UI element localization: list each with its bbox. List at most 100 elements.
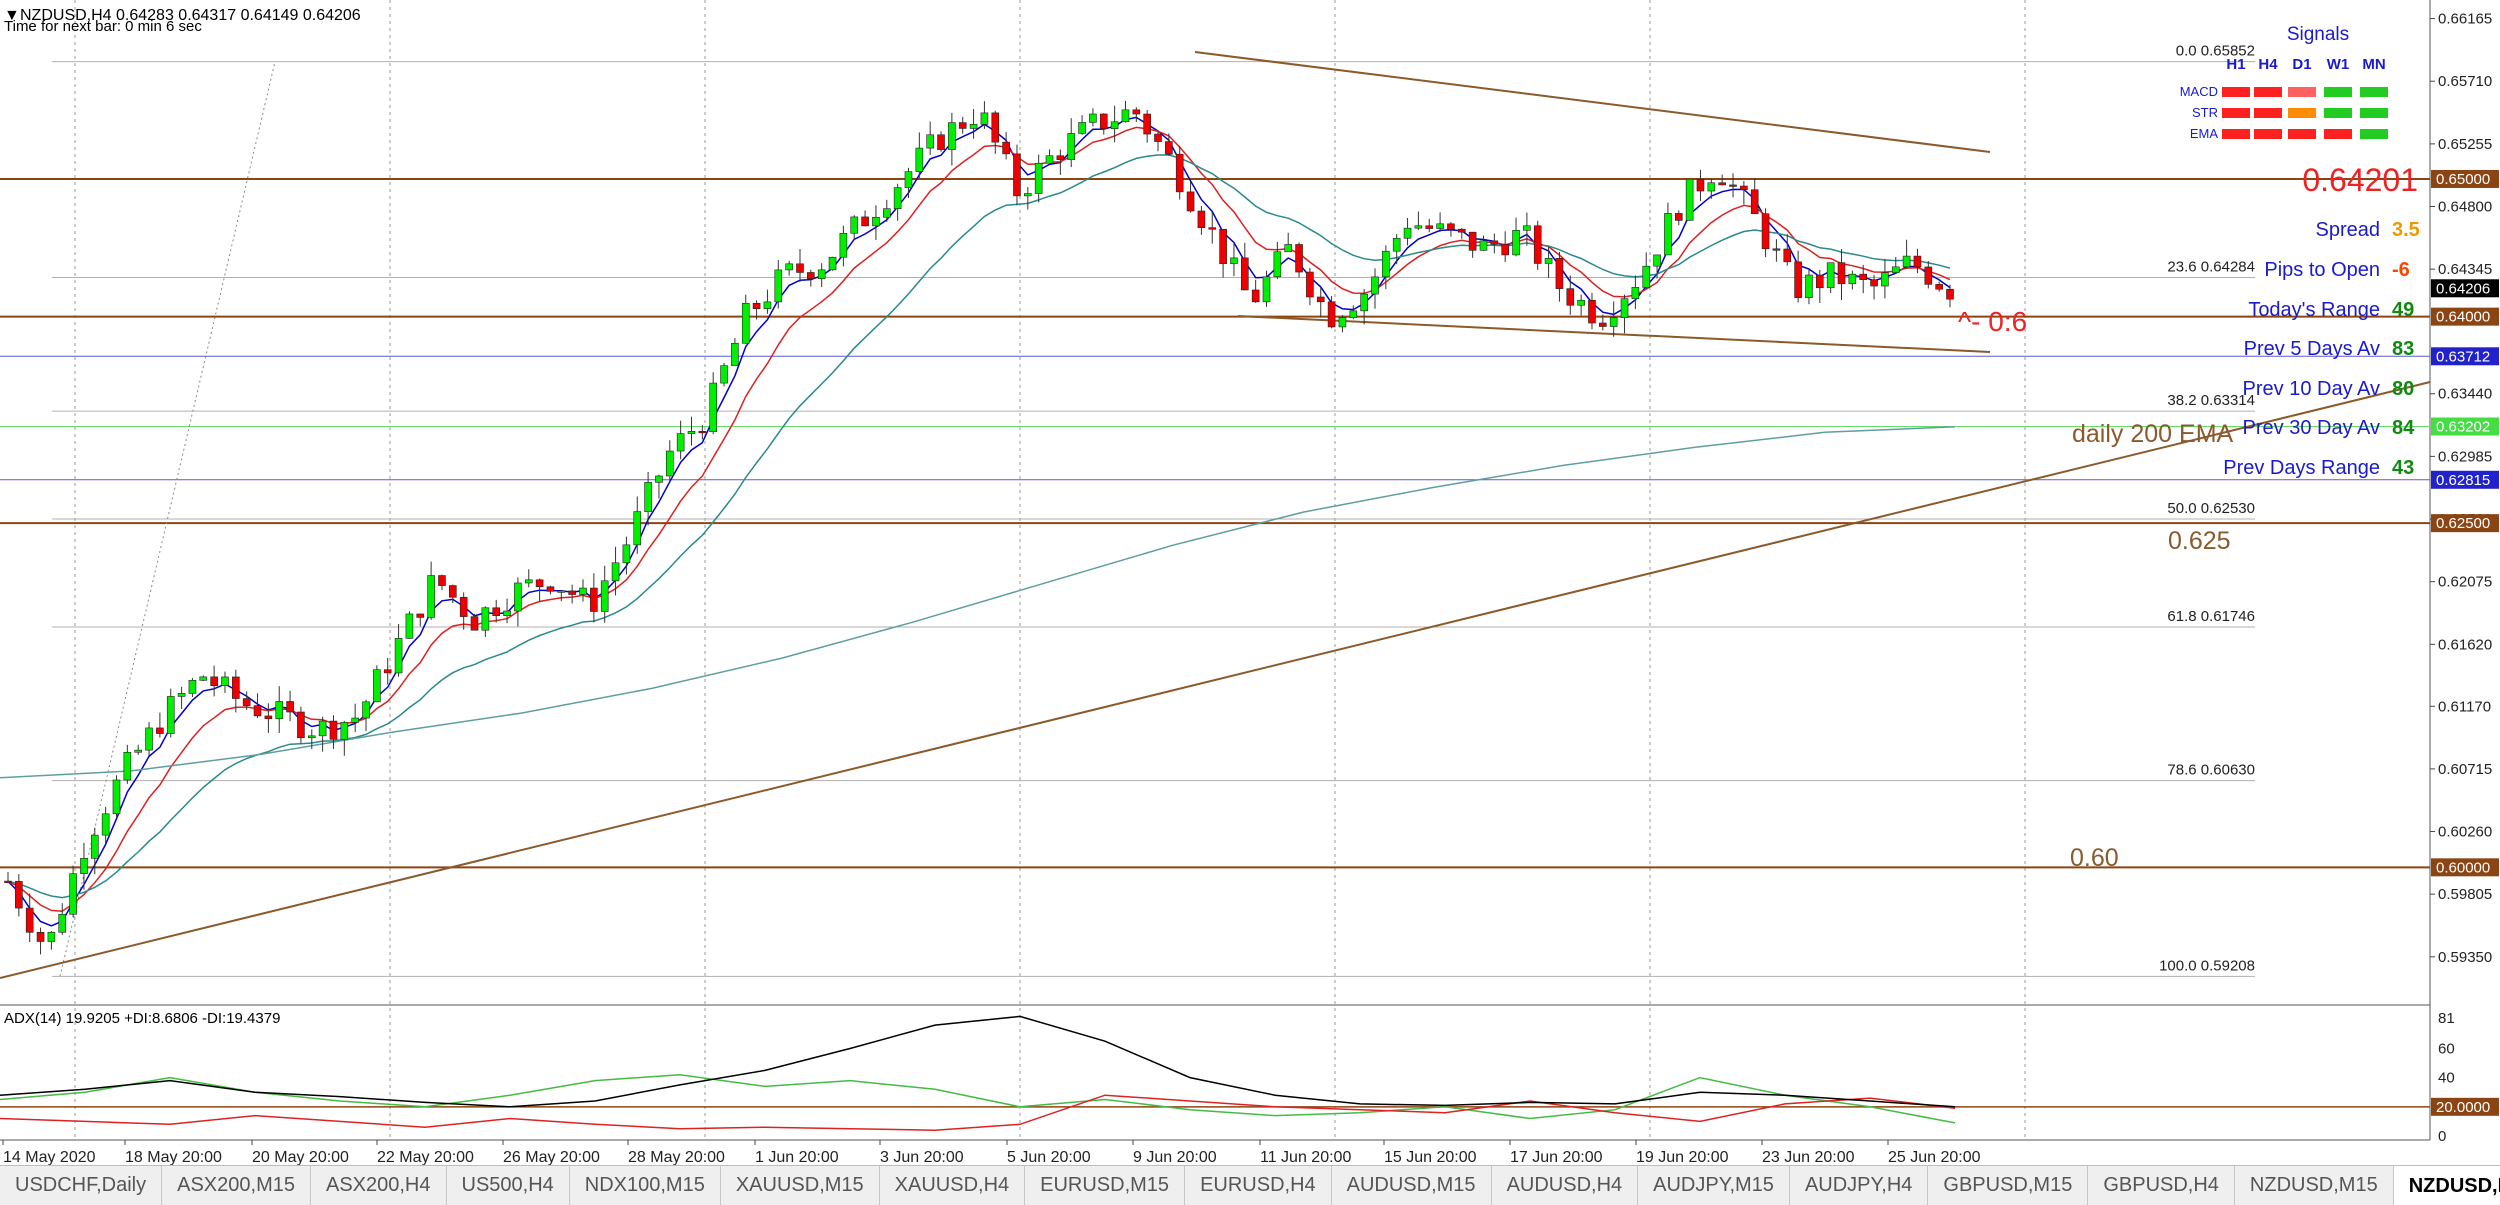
bear-candle (449, 585, 457, 598)
signal-cell (2324, 129, 2352, 139)
tab-audusd-h4[interactable]: AUDUSD,H4 (1492, 1166, 1639, 1205)
time-tick-label: 1 Jun 20:00 (755, 1149, 839, 1165)
tab-usdchf-daily[interactable]: USDCHF,Daily (0, 1166, 163, 1205)
bull-candle (1045, 155, 1054, 164)
bear-candle (1566, 288, 1575, 306)
signal-cell (2222, 87, 2250, 97)
bear-candle (1696, 178, 1705, 192)
tab-nzdusd-h4[interactable]: NZDUSD,H4 (2393, 1166, 2500, 1205)
tab-asx200-m15[interactable]: ASX200,M15 (162, 1166, 311, 1205)
stat-label: Prev 30 Day Av (2243, 417, 2380, 439)
bear-candle (15, 881, 23, 909)
bull-candle (123, 751, 132, 781)
bull-candle (503, 610, 511, 616)
price-tick-label: 0.63440 (2438, 386, 2492, 403)
bull-candle (763, 301, 772, 310)
bull-candle (1436, 223, 1444, 229)
bull-candle (1284, 244, 1293, 253)
bull-candle (1403, 227, 1412, 239)
bull-candle (1349, 310, 1358, 318)
signals-panel: Signals H1 H4 D1 W1 MN MACD STR EMA (2180, 24, 2388, 141)
stat-value: 49 (2392, 299, 2414, 321)
tab-audusd-m15[interactable]: AUDUSD,M15 (1332, 1166, 1492, 1205)
stat-label: Prev Days Range (2223, 457, 2380, 479)
adx-panel: ADX(14) 19.9205 +DI:8.6806 -DI:19.4379 81… (0, 1010, 2499, 1145)
bull-candle (524, 579, 533, 584)
bear-candle (1099, 113, 1108, 130)
tab-asx200-h4[interactable]: ASX200,H4 (311, 1166, 447, 1205)
bear-candle (1295, 244, 1303, 273)
bear-candle (242, 698, 251, 706)
bear-candle (1674, 213, 1683, 221)
price-tag: 0.60000 (2436, 859, 2490, 876)
signal-timeframe: D1 (2292, 56, 2311, 73)
bull-candle (1034, 162, 1043, 194)
ratio-label: ^- 0:6 (1958, 306, 2027, 337)
tab-us500-h4[interactable]: US500,H4 (447, 1166, 570, 1205)
bear-candle (1935, 284, 1943, 290)
bull-candle (872, 216, 880, 227)
tab-xauusd-h4[interactable]: XAUUSD,H4 (880, 1166, 1026, 1205)
bull-candle (926, 134, 934, 149)
bear-candle (1772, 248, 1781, 251)
chart-canvas[interactable]: 0.0 0.65852 23.6 0.64284 38.2 0.63314 50.0 … (0, 0, 2500, 1165)
time-tick-label: 23 Jun 20:00 (1762, 1149, 1855, 1165)
fib-label: 78.6 0.60630 (2167, 762, 2255, 779)
bear-candle (1924, 266, 1933, 285)
bull-candle (1848, 273, 1857, 285)
bull-candle (362, 701, 370, 719)
tab-audjpy-h4[interactable]: AUDJPY,H4 (1790, 1166, 1929, 1205)
signal-cell (2360, 129, 2388, 139)
bull-candle (969, 124, 978, 129)
bull-candle (101, 813, 110, 836)
tab-xauusd-m15[interactable]: XAUUSD,M15 (721, 1166, 880, 1205)
price-axis: 0.66165 0.65710 0.65255 0.64800 0.64345 0.634… (2430, 11, 2499, 966)
daily-ema-label: daily 200 EMA (2072, 420, 2234, 448)
bear-candle (1175, 153, 1184, 193)
tab-eurusd-h4[interactable]: EURUSD,H4 (1185, 1166, 1332, 1205)
time-tick-label: 26 May 20:00 (503, 1149, 600, 1165)
bull-candle (1392, 237, 1401, 252)
price-tag-bg (2431, 417, 2499, 436)
signal-cell (2254, 108, 2282, 118)
slow-ma-line (7, 154, 1951, 899)
stat-value: -6 (2392, 259, 2410, 281)
bull-candle (1609, 317, 1618, 327)
bull-candle (611, 562, 620, 582)
chart-background (0, 0, 2500, 1165)
chart-tabs-bar: USDCHF,Daily ASX200,M15 ASX200,H4 US500,H4 N… (0, 1165, 2500, 1205)
bull-candle (166, 696, 175, 734)
bull-candle (351, 717, 359, 723)
price-tag-bg (2431, 858, 2499, 877)
bull-candle (1685, 178, 1694, 221)
time-tick-label: 22 May 20:00 (377, 1149, 474, 1165)
adx-axis-label: 81 (2438, 1010, 2455, 1027)
tab-gbpusd-m15[interactable]: GBPUSD,M15 (1928, 1166, 2089, 1205)
adx-label: ADX(14) 19.9205 +DI:8.6806 -DI:19.4379 (4, 1010, 280, 1027)
bear-candle (297, 711, 305, 739)
price-tag-bg (2431, 514, 2499, 533)
signal-cell (2360, 87, 2388, 97)
bull-candle (1067, 133, 1076, 160)
bear-candle (1197, 210, 1206, 228)
bear-candle (264, 715, 273, 720)
bear-candle (1219, 228, 1227, 265)
bear-candle (1490, 240, 1499, 245)
bear-candle (1154, 133, 1162, 142)
signal-cell (2288, 108, 2316, 118)
tab-audjpy-m15[interactable]: AUDJPY,M15 (1638, 1166, 1790, 1205)
bear-candle (1588, 299, 1596, 324)
stat-value: 84 (2392, 417, 2415, 439)
tab-ndx100-m15[interactable]: NDX100,M15 (570, 1166, 721, 1205)
bull-candle (687, 431, 696, 434)
adx-axis-label: 0 (2438, 1128, 2446, 1145)
time-tick-label: 19 Jun 20:00 (1636, 1149, 1729, 1165)
bull-candle (882, 208, 891, 218)
price-tick-label: 0.60715 (2438, 761, 2492, 778)
bull-candle (1360, 293, 1368, 312)
tab-gbpusd-h4[interactable]: GBPUSD,H4 (2088, 1166, 2235, 1205)
tab-nzdusd-m15[interactable]: NZDUSD,M15 (2235, 1166, 2394, 1205)
bear-candle (1251, 289, 1260, 303)
bear-candle (210, 676, 218, 687)
tab-eurusd-m15[interactable]: EURUSD,M15 (1025, 1166, 1186, 1205)
